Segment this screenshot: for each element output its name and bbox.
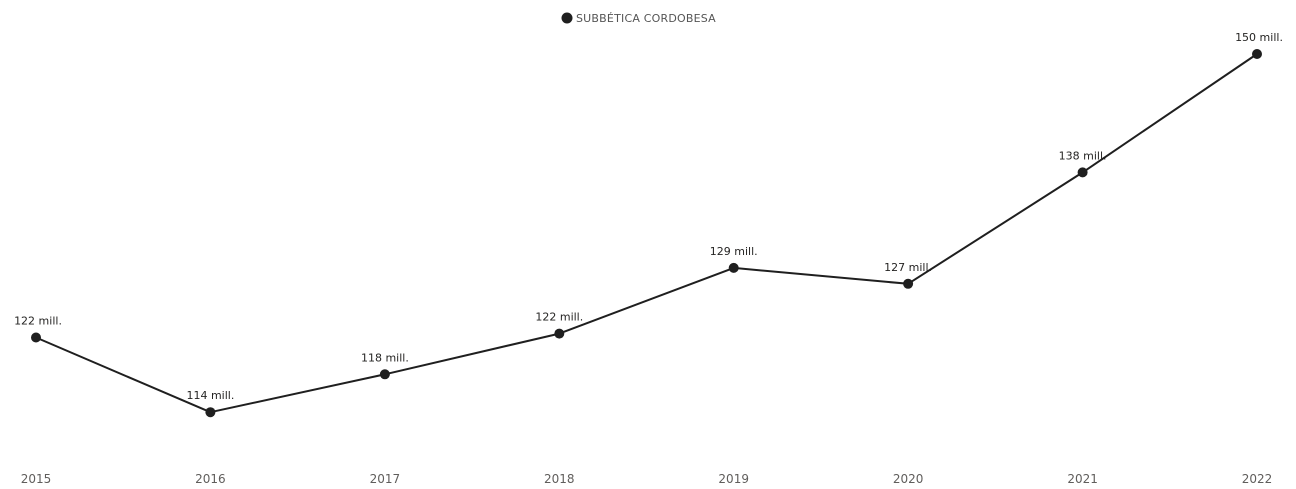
legend-label-subbetica-cordobesa: SUBBÉTICA CORDOBESA [576, 12, 716, 25]
series-line-subbetica-cordobesa [36, 54, 1257, 412]
x-tick-label-2020: 2020 [893, 472, 924, 486]
data-label-2022: 150 mill. [1235, 31, 1283, 44]
data-point-2021[interactable] [1078, 167, 1088, 177]
x-tick-label-2022: 2022 [1242, 472, 1273, 486]
x-axis: 2015 2016 2017 2018 2019 2020 2021 2022 [21, 472, 1273, 486]
data-point-2020[interactable] [903, 279, 913, 289]
x-tick-label-2016: 2016 [195, 472, 226, 486]
data-point-2018[interactable] [554, 329, 564, 339]
data-label-2017: 118 mill. [361, 351, 409, 364]
legend-marker [562, 13, 573, 24]
data-label-2021: 138 mill. [1059, 149, 1107, 162]
x-tick-label-2021: 2021 [1067, 472, 1098, 486]
data-point-2017[interactable] [380, 369, 390, 379]
data-point-2016[interactable] [205, 407, 215, 417]
x-tick-label-2015: 2015 [21, 472, 52, 486]
data-point-2015[interactable] [31, 333, 41, 343]
legend[interactable]: SUBBÉTICA CORDOBESA [562, 12, 717, 25]
data-label-2018: 122 mill. [535, 311, 583, 324]
x-tick-label-2017: 2017 [370, 472, 401, 486]
data-point-2022[interactable] [1252, 49, 1262, 59]
data-label-2015: 122 mill. [14, 315, 62, 328]
data-label-2016: 114 mill. [186, 389, 234, 402]
data-point-2019[interactable] [729, 263, 739, 273]
plot-area: 122 mill. 114 mill. 118 mill. 122 mill. 129 … [14, 31, 1283, 417]
x-tick-label-2019: 2019 [718, 472, 749, 486]
data-label-2020: 127 mill. [884, 261, 932, 274]
x-tick-label-2018: 2018 [544, 472, 575, 486]
data-label-2019: 129 mill. [710, 245, 758, 258]
